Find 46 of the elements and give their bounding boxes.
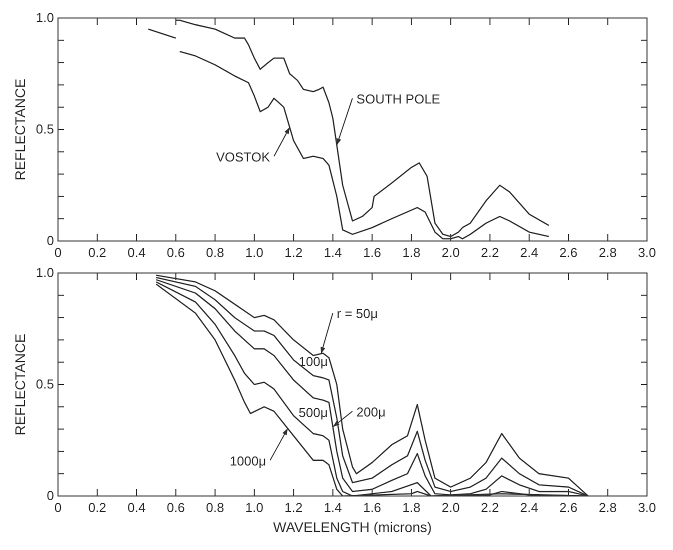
x-tick-label: 3.0 <box>638 500 656 515</box>
series-label: 500μ <box>298 404 328 420</box>
x-tick-label: 0.4 <box>127 500 146 515</box>
x-tick-label: 2.2 <box>480 245 499 260</box>
y-tick-label: 1.0 <box>36 10 54 25</box>
y-tick-label: 0.5 <box>36 122 54 136</box>
x-tick-label: 0.2 <box>88 500 106 515</box>
x-tick-label: 2.8 <box>598 500 617 515</box>
x-tick-label: 0.8 <box>206 245 224 260</box>
series-label: SOUTH POLE <box>356 91 441 106</box>
y-tick-label: 0 <box>46 233 54 248</box>
legend-label: 200μ <box>356 404 386 420</box>
x-tick-label: 0.6 <box>166 245 185 260</box>
x-tick-label: 2.6 <box>559 500 578 515</box>
x-tick-label: 1.4 <box>324 500 342 515</box>
x-tick-label: 1.8 <box>402 500 420 515</box>
y-axis-title: REFLECTANCE <box>12 78 28 180</box>
x-tick-label: 0.8 <box>206 500 224 515</box>
x-tick-label: 1.2 <box>284 500 303 515</box>
x-tick-label: 2.8 <box>598 245 617 260</box>
x-tick-label: 1.8 <box>402 245 420 260</box>
y-tick-label: 1.0 <box>36 265 54 280</box>
x-tick-label: 2.6 <box>559 245 578 260</box>
y-axis-title: REFLECTANCE <box>12 334 28 436</box>
series-label: VOSTOK <box>216 149 270 164</box>
x-tick-label: 1.4 <box>324 245 342 260</box>
x-tick-label: 2.2 <box>480 500 499 515</box>
x-tick-label: 0.2 <box>88 245 106 260</box>
x-tick-label: 0.4 <box>127 245 146 260</box>
x-tick-label: 1.6 <box>363 245 382 260</box>
x-tick-label: 0.6 <box>166 500 185 515</box>
x-tick-label: 2.4 <box>520 500 538 515</box>
y-tick-label: 0.5 <box>36 376 54 392</box>
y-tick-label: 0 <box>46 488 54 503</box>
x-tick-label: 1.6 <box>363 500 382 515</box>
x-tick-label: 2.0 <box>442 500 460 515</box>
text: 1000μ <box>230 453 266 468</box>
x-tick-label: 1.0 <box>245 245 264 260</box>
series-label: 100μ <box>298 354 328 369</box>
x-axis-title: WAVELENGTH (microns) <box>273 519 432 535</box>
x-tick-label: 2.0 <box>442 245 460 260</box>
x-tick-label: 3.0 <box>638 245 656 260</box>
x-tick-label: 2.4 <box>520 245 538 260</box>
text: r = 50μ <box>336 306 378 322</box>
x-tick-label: 1.0 <box>245 500 264 515</box>
x-tick-label: 1.2 <box>284 245 303 260</box>
